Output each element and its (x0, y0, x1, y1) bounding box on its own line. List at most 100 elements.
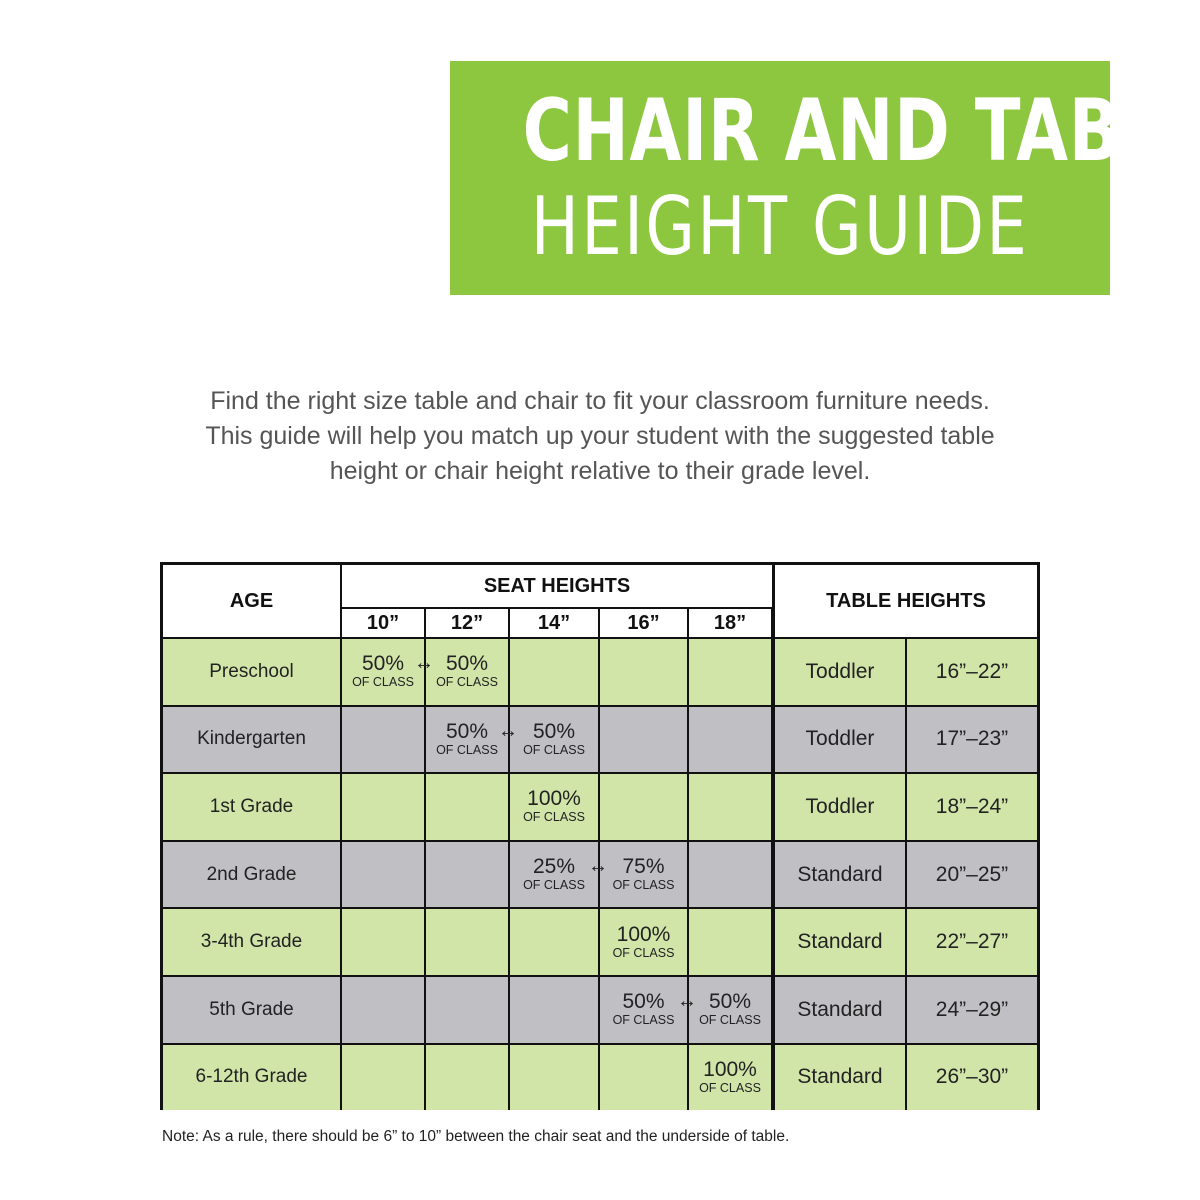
seat-percent: 50% (445, 652, 489, 676)
table-range-cell: 17”–23” (907, 706, 1037, 773)
intro-line: This guide will help you match up your s… (205, 422, 995, 450)
seat-percent: 50% (445, 719, 489, 743)
seat-cell: 50% OF CLASS (689, 977, 771, 1043)
seat-percent: 75% (622, 855, 665, 879)
seat-cell (426, 774, 508, 840)
note: Note: As a rule, there should be 6” to 1… (162, 1128, 790, 1145)
seat-cell: 100% OF CLASS (600, 909, 687, 975)
table-type-cell: Standard (775, 909, 905, 975)
age-label: 5th Grade (209, 998, 294, 1020)
intro-line: Find the right size table and chair to f… (210, 387, 990, 415)
seat-size-label: 12” (450, 611, 484, 634)
age-cell: Preschool (163, 639, 340, 705)
seat-cell: 100% OF CLASS (510, 774, 598, 840)
age-cell: 5th Grade (163, 977, 340, 1043)
age-cell: 1st Grade (163, 774, 340, 840)
seat-cell: 50% OF CLASS (426, 639, 508, 705)
table-range-label: 20”–25” (935, 862, 1009, 886)
title-line1: CHAIR AND TABLE (522, 81, 1200, 181)
seat-cell: 25% OF CLASS ↔ (510, 841, 608, 908)
age-label: 1st Grade (209, 795, 294, 817)
double-arrow-icon: ↔ (588, 854, 608, 877)
age-label: Preschool (209, 660, 294, 682)
intro-text: Find the right size table and chair to f… (100, 384, 1100, 489)
seat-size-header: 16” (600, 609, 687, 637)
table-type-cell: Standard (775, 841, 905, 908)
age-label: Kindergarten (197, 728, 306, 750)
seat-size-header: 18” (689, 609, 771, 637)
seat-cell (510, 1044, 598, 1111)
seat-cell: 75% OF CLASS (600, 841, 687, 908)
seat-size-label: 18” (713, 611, 747, 634)
seat-percent: 50% (532, 719, 576, 743)
seat-cell: 100% OF CLASS (689, 1044, 771, 1111)
seat-heights-label: SEAT HEIGHTS (483, 574, 631, 597)
table-type-cell: Toddler (775, 706, 905, 773)
seat-percent: 50% (622, 990, 665, 1014)
table-type-label: Standard (797, 930, 883, 954)
seat-percent: 50% (708, 990, 752, 1014)
title-banner: CHAIR AND TABLE HEIGHT GUIDE (450, 61, 1200, 295)
table-heights-header: TABLE HEIGHTS (775, 565, 1037, 637)
table-range-label: 22”–27” (935, 930, 1009, 954)
seat-size-header: 14” (510, 609, 598, 637)
seat-cell (600, 774, 687, 840)
of-class-label: OF CLASS (436, 742, 498, 757)
of-class-label: OF CLASS (699, 1013, 761, 1028)
seat-cell (600, 1044, 687, 1111)
table-range-label: 16”–22” (935, 659, 1009, 683)
seat-cell (342, 841, 424, 908)
seat-percent: 25% (532, 855, 576, 879)
seat-size-label: 10” (366, 611, 400, 634)
double-arrow-icon: ↔ (498, 719, 518, 742)
of-class-label: OF CLASS (523, 878, 585, 893)
seat-size-label: 16” (627, 611, 660, 634)
seat-heights-header: SEAT HEIGHTS (342, 565, 772, 607)
of-class-label: OF CLASS (352, 675, 414, 690)
table-range-cell: 18”–24” (907, 774, 1037, 840)
seat-cell (689, 841, 771, 908)
seat-cell (426, 841, 508, 908)
seat-cell (426, 909, 508, 975)
height-guide-table: AGE SEAT HEIGHTS TABLE HEIGHTS 10” 12” 14” 16”… (160, 562, 1040, 1111)
seat-cell (342, 1044, 424, 1111)
table-type-label: Standard (797, 997, 883, 1021)
seat-cell (689, 639, 771, 705)
seat-cell: 50% OF CLASS ↔ (426, 706, 518, 773)
title-line2: HEIGHT GUIDE (530, 180, 1030, 273)
table-type-label: Toddler (805, 794, 875, 818)
seat-cell (689, 774, 771, 840)
age-cell: 3-4th Grade (163, 909, 340, 975)
age-cell: 2nd Grade (163, 841, 340, 908)
seat-percent: 100% (616, 922, 671, 946)
of-class-label: OF CLASS (436, 675, 498, 690)
table-range-cell: 24”–29” (907, 977, 1037, 1043)
seat-percent: 100% (527, 787, 581, 811)
table-type-label: Toddler (805, 659, 875, 683)
double-arrow-icon: ↔ (677, 990, 697, 1012)
table-range-label: 17”–23” (935, 727, 1009, 751)
age-label: 2nd Grade (206, 863, 297, 885)
intro-line: height or chair height relative to their… (329, 457, 871, 485)
seat-percent: 100% (703, 1057, 757, 1081)
double-arrow-icon: ↔ (414, 652, 434, 674)
of-class-label: OF CLASS (699, 1080, 761, 1095)
of-class-label: OF CLASS (612, 1013, 675, 1028)
age-cell: Kindergarten (163, 706, 340, 773)
table-type-label: Standard (797, 1065, 883, 1089)
table-type-label: Toddler (805, 727, 875, 751)
age-label: 6-12th Grade (195, 1066, 308, 1088)
table-type-cell: Standard (775, 977, 905, 1043)
seat-cell (689, 909, 771, 975)
seat-cell (342, 909, 424, 975)
table-heights-label: TABLE HEIGHTS (826, 589, 986, 612)
seat-size-label: 14” (537, 611, 571, 634)
seat-percent: 50% (361, 652, 405, 676)
table-type-cell: Toddler (775, 639, 905, 705)
seat-cell (510, 909, 598, 975)
table-type-cell: Standard (775, 1044, 905, 1111)
table-range-cell: 26”–30” (907, 1044, 1037, 1111)
seat-cell (426, 1044, 508, 1111)
table-type-cell: Toddler (775, 774, 905, 840)
table-range-label: 18”–24” (935, 794, 1009, 818)
